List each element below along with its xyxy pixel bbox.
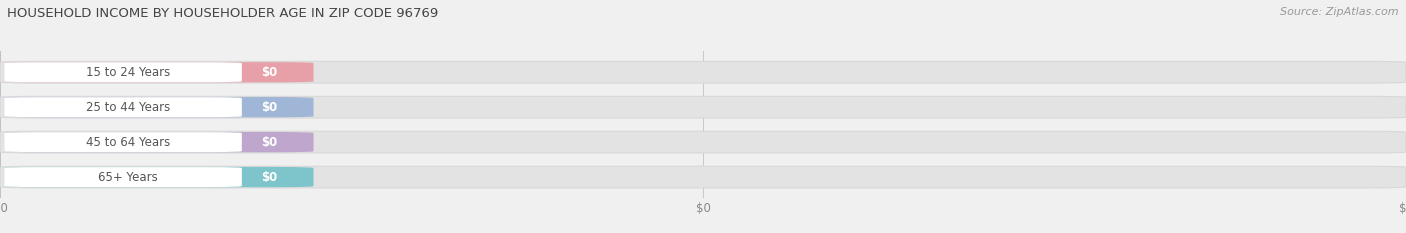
Text: $0: $0 (262, 101, 278, 114)
FancyBboxPatch shape (4, 132, 314, 152)
Text: 65+ Years: 65+ Years (98, 171, 157, 184)
Text: HOUSEHOLD INCOME BY HOUSEHOLDER AGE IN ZIP CODE 96769: HOUSEHOLD INCOME BY HOUSEHOLDER AGE IN Z… (7, 7, 439, 20)
FancyBboxPatch shape (4, 62, 314, 82)
Text: $0: $0 (262, 136, 278, 149)
FancyBboxPatch shape (4, 97, 314, 117)
Text: $0: $0 (262, 171, 278, 184)
Text: 45 to 64 Years: 45 to 64 Years (86, 136, 170, 149)
FancyBboxPatch shape (4, 167, 242, 187)
Text: 25 to 44 Years: 25 to 44 Years (86, 101, 170, 114)
FancyBboxPatch shape (0, 96, 1406, 118)
FancyBboxPatch shape (4, 62, 242, 82)
FancyBboxPatch shape (4, 97, 242, 117)
FancyBboxPatch shape (4, 167, 314, 187)
Text: Source: ZipAtlas.com: Source: ZipAtlas.com (1281, 7, 1399, 17)
FancyBboxPatch shape (0, 166, 1406, 188)
Text: 15 to 24 Years: 15 to 24 Years (86, 66, 170, 79)
FancyBboxPatch shape (0, 131, 1406, 153)
Text: $0: $0 (262, 66, 278, 79)
FancyBboxPatch shape (0, 61, 1406, 83)
FancyBboxPatch shape (4, 132, 242, 152)
